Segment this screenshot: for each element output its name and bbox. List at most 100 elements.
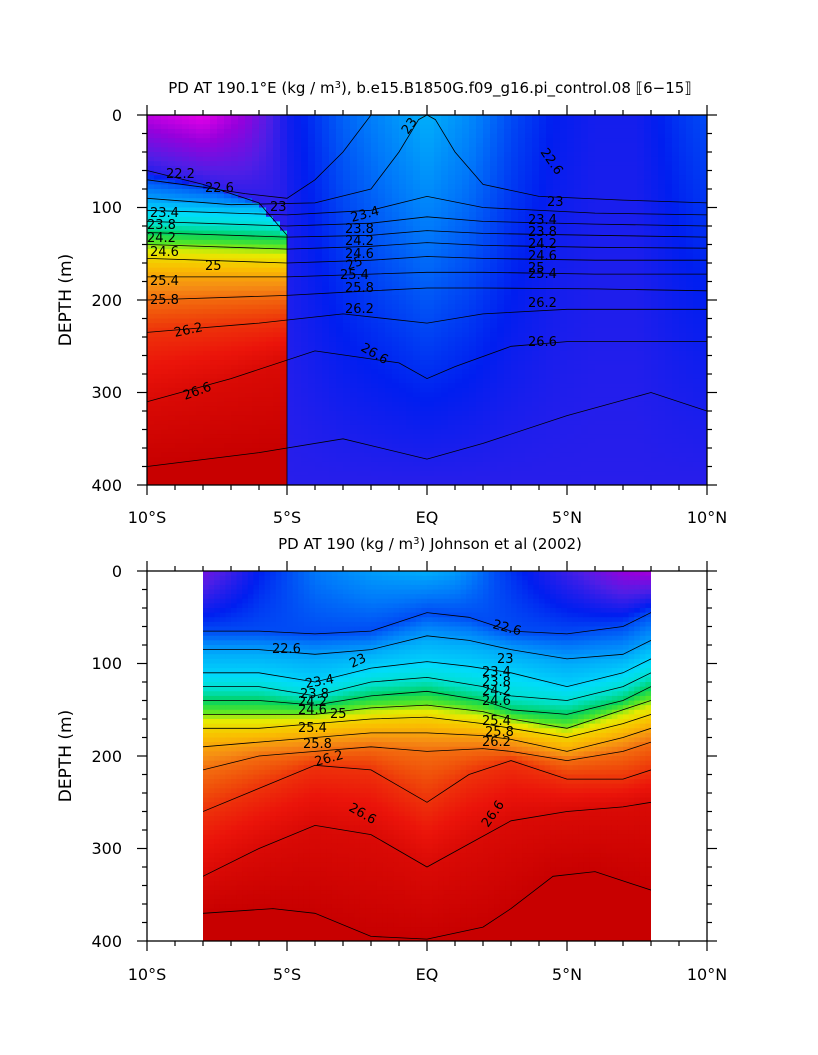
density-cell <box>567 128 575 135</box>
density-cell <box>259 475 267 481</box>
density-cell <box>539 383 547 389</box>
density-cell <box>280 346 288 352</box>
density-cell <box>315 202 323 209</box>
density-cell <box>427 313 435 320</box>
density-cell <box>315 461 323 468</box>
density-cell <box>413 142 421 148</box>
density-cell <box>371 133 379 139</box>
density-cell <box>280 258 288 264</box>
density-cell <box>343 202 351 209</box>
density-cell <box>231 313 239 320</box>
density-cell <box>245 263 253 269</box>
density-cell <box>231 272 239 278</box>
density-cell <box>182 360 190 366</box>
density-cell <box>525 318 533 324</box>
density-cell <box>574 341 582 347</box>
density-cell <box>336 202 344 209</box>
density-cell <box>483 397 491 403</box>
density-cell <box>350 230 358 236</box>
density-cell <box>343 249 351 255</box>
density-cell <box>147 471 155 477</box>
density-cell <box>469 128 477 135</box>
density-cell <box>231 429 239 435</box>
density-cell <box>420 327 428 333</box>
density-cell <box>497 443 505 449</box>
density-cell <box>224 128 232 135</box>
density-cell <box>427 286 435 292</box>
density-cell <box>175 281 183 287</box>
density-cell <box>441 138 449 144</box>
density-cell <box>539 156 547 162</box>
density-cell <box>147 332 155 338</box>
density-cell <box>301 290 309 296</box>
density-cell <box>189 420 197 426</box>
density-cell <box>182 452 190 458</box>
density-cell <box>546 300 554 306</box>
density-cell <box>385 300 393 306</box>
density-cell <box>301 448 309 454</box>
density-cell <box>287 281 295 287</box>
density-cell <box>231 438 239 444</box>
density-cell <box>518 466 526 472</box>
density-cell <box>476 383 484 389</box>
density-cell <box>210 239 218 246</box>
density-cell <box>336 457 344 463</box>
density-cell <box>245 424 253 431</box>
density-cell <box>231 341 239 347</box>
density-cell <box>280 216 288 222</box>
density-cell <box>560 471 568 477</box>
density-cell <box>224 170 232 176</box>
density-cell <box>427 438 435 444</box>
density-cell <box>399 221 407 227</box>
density-cell <box>441 383 449 389</box>
density-cell <box>259 170 267 176</box>
density-cell <box>182 212 190 218</box>
density-cell <box>399 276 407 283</box>
density-cell <box>315 212 323 218</box>
density-cell <box>147 355 155 361</box>
density-cell <box>350 170 358 176</box>
density-cell <box>448 443 456 449</box>
density-cell <box>168 406 176 412</box>
density-cell <box>329 263 337 269</box>
density-cell <box>203 475 211 481</box>
density-cell <box>518 276 526 283</box>
density-cell <box>469 323 477 329</box>
density-cell <box>189 397 197 403</box>
density-cell <box>350 193 358 199</box>
density-cell <box>511 341 519 347</box>
density-cell <box>350 119 358 125</box>
density-cell <box>441 165 449 172</box>
density-cell <box>175 374 183 380</box>
density-cell <box>301 457 309 463</box>
density-cell <box>252 323 260 329</box>
density-cell <box>245 216 253 222</box>
density-cell <box>245 360 253 366</box>
density-cell <box>560 406 568 412</box>
density-cell <box>350 475 358 481</box>
density-cell <box>392 179 400 185</box>
density-cell <box>224 193 232 199</box>
density-cell <box>511 193 519 199</box>
density-cell <box>546 332 554 338</box>
density-cell <box>231 327 239 333</box>
density-cell <box>420 415 428 421</box>
density-cell <box>238 475 246 481</box>
density-cell <box>322 327 330 333</box>
density-cell <box>252 443 260 449</box>
density-cell <box>476 443 484 449</box>
density-cell <box>469 239 477 246</box>
density-cell <box>399 170 407 176</box>
density-cell <box>469 350 477 357</box>
density-cell <box>581 142 589 148</box>
density-cell <box>574 193 582 199</box>
density-cell <box>553 360 561 366</box>
density-cell <box>259 360 267 366</box>
density-cell <box>294 267 302 273</box>
density-cell <box>378 457 386 463</box>
density-cell <box>189 244 197 250</box>
density-cell <box>532 142 540 148</box>
density-cell <box>280 429 288 435</box>
density-cell <box>392 392 400 398</box>
density-cell <box>567 230 575 236</box>
